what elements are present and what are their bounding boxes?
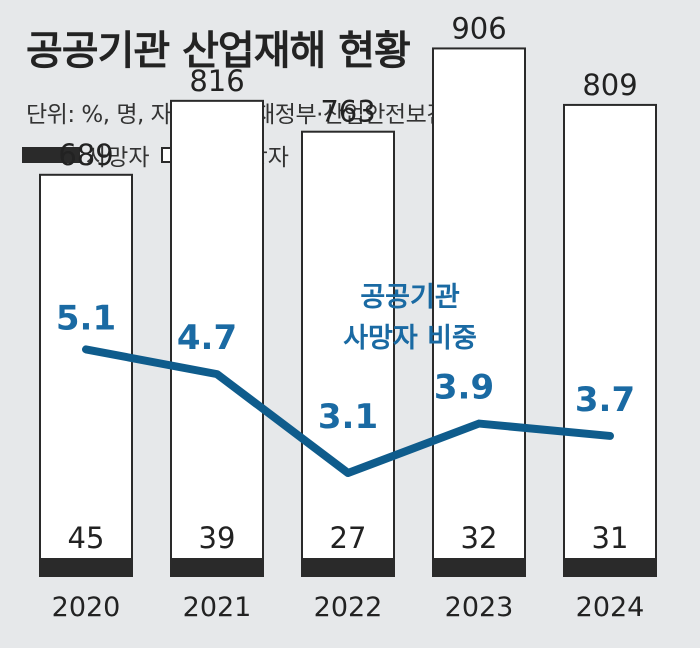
x-tick-label: 2021 — [183, 592, 252, 623]
series-annotation-line1: 공공기관 — [360, 282, 460, 313]
deaths-value-label: 45 — [68, 521, 105, 555]
legend-swatch-deaths — [22, 147, 80, 163]
share-value-label: 4.7 — [177, 318, 237, 358]
chart-title: 공공기관 산업재해 현황 — [26, 28, 411, 74]
x-tick-label: 2024 — [576, 592, 645, 623]
bar-deaths-2022 — [302, 558, 394, 576]
bar-injuries-2022 — [301, 130, 395, 577]
x-tick-label: 2023 — [445, 592, 514, 623]
bar-deaths-2020 — [40, 558, 132, 576]
share-value-label: 3.1 — [318, 397, 378, 437]
bar-injuries-2020 — [39, 173, 133, 578]
injuries-value-label: 689 — [58, 138, 113, 172]
deaths-value-label: 27 — [330, 521, 367, 555]
share-value-label: 3.7 — [575, 380, 635, 420]
injuries-value-label: 906 — [451, 11, 506, 45]
x-tick-label: 2022 — [314, 592, 383, 623]
deaths-value-label: 32 — [461, 521, 498, 555]
bar-deaths-2021 — [171, 558, 263, 576]
bar-injuries-2023 — [432, 47, 526, 577]
deaths-value-label: 39 — [199, 521, 236, 555]
bar-injuries-2021 — [170, 99, 264, 577]
series-annotation-line2: 사망자 비중 — [343, 323, 477, 354]
share-line — [82, 345, 614, 477]
deaths-value-label: 31 — [592, 521, 629, 555]
legend-label-deaths: 사망자 — [86, 145, 150, 171]
injuries-value-label: 763 — [320, 95, 375, 129]
share-value-label: 3.9 — [434, 368, 494, 408]
bar-deaths-2024 — [564, 558, 656, 576]
injuries-value-label: 816 — [189, 64, 244, 98]
bar-injuries-2024 — [563, 103, 657, 577]
bar-deaths-2023 — [433, 558, 525, 576]
x-tick-label: 2020 — [52, 592, 121, 623]
injuries-value-label: 809 — [582, 68, 637, 102]
share-value-label: 5.1 — [56, 298, 116, 338]
